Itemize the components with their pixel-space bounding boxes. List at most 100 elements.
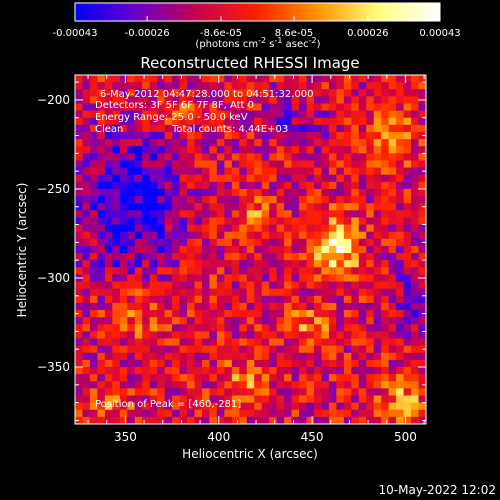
- x-tick-label: 400: [207, 430, 230, 444]
- heatmap-cell: [396, 103, 405, 112]
- heatmap-cell: [261, 124, 270, 133]
- heatmap-cell: [172, 167, 181, 176]
- heatmap-cell: [231, 395, 240, 404]
- heatmap-cell: [194, 416, 203, 424]
- heatmap-cell: [411, 274, 420, 283]
- heatmap-cell: [239, 374, 248, 382]
- heatmap-cell: [426, 189, 434, 197]
- heatmap-cell: [254, 75, 263, 83]
- heatmap-cell: [224, 75, 233, 83]
- heatmap-cell: [396, 245, 405, 254]
- heatmap-cell: [82, 124, 91, 133]
- heatmap-cell: [75, 217, 83, 226]
- heatmap-cell: [261, 317, 270, 325]
- heatmap-cell: [216, 131, 225, 140]
- heatmap-cell: [358, 188, 367, 197]
- heatmap-cell: [89, 310, 98, 318]
- heatmap-cell: [157, 131, 166, 140]
- heatmap-cell: [276, 89, 285, 97]
- heatmap-cell: [112, 231, 121, 240]
- heatmap-cell: [284, 167, 293, 176]
- heatmap-cell: [381, 302, 390, 311]
- heatmap-cell: [336, 345, 345, 354]
- heatmap-cell: [179, 217, 188, 226]
- heatmap-cell: [336, 224, 345, 233]
- heatmap-cell: [179, 402, 188, 411]
- heatmap-cell: [306, 352, 315, 361]
- heatmap-cell: [142, 331, 151, 340]
- heatmap-cell: [418, 402, 426, 411]
- heatmap-cell: [366, 75, 375, 83]
- heatmap-cell: [403, 388, 412, 397]
- heatmap-cell: [343, 160, 352, 169]
- heatmap-cell: [366, 231, 375, 240]
- heatmap-cell: [373, 310, 382, 318]
- heatmap-cell: [201, 124, 210, 133]
- heatmap-cell: [306, 416, 315, 424]
- heatmap-cell: [224, 359, 233, 368]
- heatmap-cell: [426, 403, 434, 411]
- heatmap-cell: [254, 388, 263, 397]
- heatmap-cell: [134, 388, 143, 397]
- heatmap-cell: [269, 82, 278, 90]
- heatmap-cell: [291, 295, 300, 304]
- heatmap-cell: [261, 295, 270, 304]
- heatmap-cell: [343, 231, 352, 240]
- heatmap-cell: [209, 124, 218, 133]
- heatmap-cell: [351, 395, 360, 404]
- heatmap-cell: [381, 96, 390, 104]
- heatmap-cell: [388, 402, 397, 411]
- heatmap-cell: [411, 89, 420, 97]
- heatmap-cell: [418, 302, 426, 311]
- heatmap-cell: [373, 103, 382, 112]
- heatmap-cell: [104, 260, 113, 268]
- heatmap-cell: [209, 395, 218, 404]
- heatmap-cell: [306, 374, 315, 382]
- heatmap-cell: [306, 295, 315, 304]
- heatmap-cell: [336, 260, 345, 268]
- heatmap-cell: [291, 310, 300, 318]
- heatmap-cell: [396, 381, 405, 389]
- heatmap-cell: [336, 153, 345, 161]
- heatmap-cell: [89, 260, 98, 268]
- heatmap-cell: [351, 231, 360, 240]
- heatmap-cell: [231, 124, 240, 133]
- heatmap-cell: [75, 146, 83, 154]
- heatmap-cell: [426, 424, 434, 432]
- heatmap-cell: [142, 167, 151, 176]
- heatmap-cell: [358, 331, 367, 340]
- heatmap-cell: [403, 181, 412, 190]
- heatmap-cell: [366, 188, 375, 197]
- heatmap-cell: [351, 274, 360, 283]
- heatmap-cell: [306, 124, 315, 133]
- heatmap-cell: [403, 75, 412, 83]
- heatmap-cell: [403, 224, 412, 233]
- heatmap-cell: [97, 331, 106, 340]
- heatmap-cell: [209, 374, 218, 382]
- heatmap-cell: [224, 210, 233, 218]
- heatmap-cell: [142, 388, 151, 397]
- heatmap-cell: [381, 217, 390, 226]
- heatmap-cell: [336, 110, 345, 119]
- heatmap-cell: [112, 267, 121, 275]
- heatmap-cell: [157, 103, 166, 112]
- heatmap-cell: [224, 153, 233, 161]
- heatmap-cell: [291, 146, 300, 154]
- heatmap-cell: [112, 359, 121, 368]
- heatmap-cell: [75, 139, 83, 147]
- heatmap-cell: [179, 302, 188, 311]
- heatmap-cell: [224, 117, 233, 126]
- heatmap-cell: [216, 174, 225, 183]
- heatmap-cell: [269, 174, 278, 183]
- heatmap-cell: [269, 181, 278, 190]
- heatmap-cell: [426, 132, 434, 140]
- heatmap-cell: [172, 253, 181, 261]
- heatmap-cell: [239, 274, 248, 283]
- heatmap-cell: [306, 89, 315, 97]
- heatmap-cell: [381, 174, 390, 183]
- heatmap-cell: [187, 402, 195, 411]
- heatmap-cell: [246, 310, 255, 318]
- heatmap-cell: [396, 416, 405, 424]
- heatmap-cell: [224, 352, 233, 361]
- heatmap-cell: [194, 146, 203, 154]
